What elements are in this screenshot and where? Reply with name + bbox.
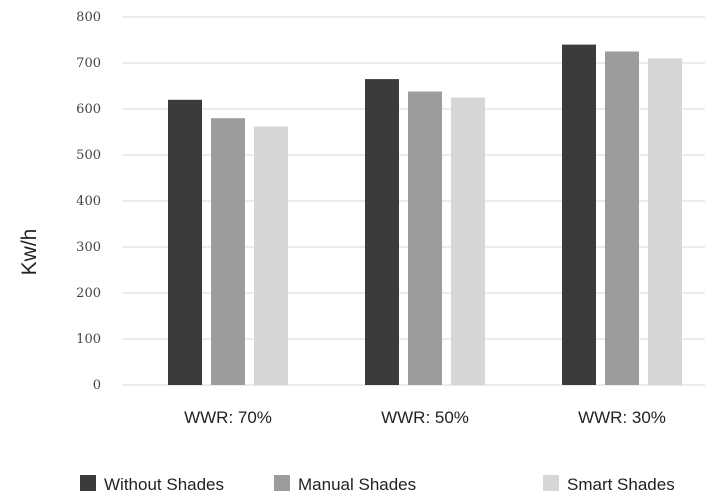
bar-without-shades-2	[365, 79, 399, 385]
legend-item-manual-shades: Manual Shades	[274, 475, 416, 494]
legend-swatch	[80, 475, 96, 491]
y-tick-label: 600	[76, 102, 101, 117]
legend: Without Shades Manual Shades Smart Shades	[80, 475, 675, 494]
x-category-label: WWR: 30%	[578, 408, 666, 427]
bar-manual-shades-2	[408, 91, 442, 386]
y-tick-label: 800	[76, 10, 101, 25]
x-category-label: WWR: 50%	[381, 408, 469, 427]
bar-manual-shades-3	[605, 51, 639, 385]
y-tick-label: 400	[76, 194, 101, 209]
bar-smart-shades-3	[648, 58, 682, 386]
x-category-label: WWR: 70%	[184, 408, 272, 427]
x-axis-categories: WWR: 70% WWR: 50% WWR: 30%	[184, 408, 666, 427]
y-tick-label: 700	[76, 56, 101, 71]
legend-item-smart-shades: Smart Shades	[543, 475, 675, 494]
y-tick-label: 200	[76, 286, 101, 301]
y-axis-label: Kw/h	[18, 229, 41, 276]
legend-label: Without Shades	[104, 475, 224, 494]
legend-swatch	[274, 475, 290, 491]
y-axis-ticks: 0 100 200 300 400 500 600 700 800	[76, 10, 101, 393]
bars	[168, 44, 682, 386]
bar-smart-shades-1	[254, 126, 288, 385]
legend-label: Manual Shades	[298, 475, 416, 494]
bar-without-shades-3	[562, 44, 596, 385]
legend-item-without-shades: Without Shades	[80, 475, 224, 494]
bar-manual-shades-1	[211, 118, 245, 385]
bar-smart-shades-2	[451, 97, 485, 385]
y-tick-label: 300	[76, 240, 101, 255]
legend-label: Smart Shades	[567, 475, 675, 494]
y-tick-label: 500	[76, 148, 101, 163]
bar-without-shades-1	[168, 99, 202, 386]
y-tick-label: 100	[76, 332, 101, 347]
y-tick-label: 0	[93, 378, 101, 393]
legend-swatch	[543, 475, 559, 491]
